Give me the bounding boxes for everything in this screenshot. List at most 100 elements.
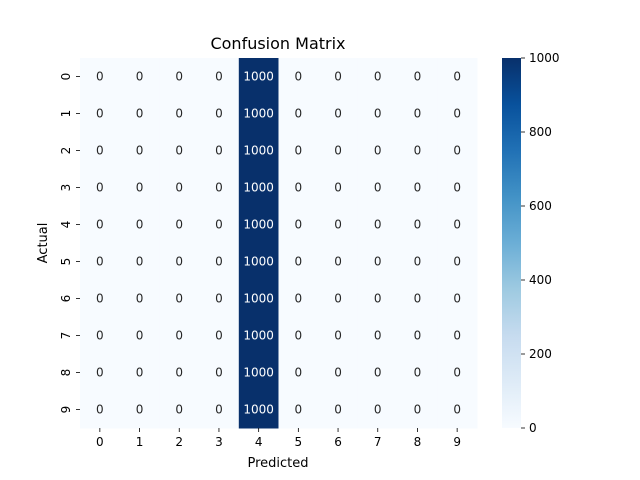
cell-value-label: 0 [175, 255, 183, 269]
cell-value-label: 0 [215, 218, 223, 232]
cell-value-label: 0 [295, 292, 303, 306]
heatmap-cell [119, 243, 160, 281]
heatmap-cell [199, 95, 240, 133]
cell-value-label: 0 [374, 292, 382, 306]
cell-value-label: 1000 [243, 107, 274, 121]
x-tick-label: 1 [136, 435, 144, 449]
heatmap-cell [119, 169, 160, 207]
heatmap-cell [159, 243, 200, 281]
colorbar-tick-label: 400 [529, 273, 552, 287]
heatmap-cell [318, 317, 359, 355]
heatmap-cell [318, 280, 359, 318]
cell-value-label: 0 [175, 292, 183, 306]
heatmap-cell [80, 95, 121, 133]
cell-value-label: 1000 [243, 144, 274, 158]
x-tick-label: 5 [295, 435, 303, 449]
y-tick-label: 6 [59, 295, 73, 303]
y-axis-ticks: 0 1 2 3 4 5 6 7 8 9 [59, 73, 80, 413]
heatmap-cell [119, 391, 160, 429]
cell-value-label: 0 [295, 181, 303, 195]
x-tick-label: 4 [255, 435, 263, 449]
cell-value-label: 0 [414, 107, 422, 121]
cell-value-label: 0 [136, 366, 144, 380]
x-tick-label: 9 [453, 435, 461, 449]
cell-value-label: 0 [136, 329, 144, 343]
cell-value-label: 1000 [243, 218, 274, 232]
heatmap-cell [318, 132, 359, 170]
heatmap-cell [199, 280, 240, 318]
cell-value-label: 1000 [243, 255, 274, 269]
cell-value-label: 0 [374, 366, 382, 380]
heatmap-cell [278, 206, 319, 244]
heatmap-cell [357, 317, 399, 355]
cell-value-label: 0 [215, 107, 223, 121]
cell-value-label: 0 [175, 218, 183, 232]
y-tick-label: 0 [59, 73, 73, 81]
heatmap-cell [397, 95, 438, 133]
heatmap-cell [397, 391, 438, 429]
cell-value-label: 0 [414, 218, 422, 232]
cell-value-label: 0 [295, 107, 303, 121]
heatmap-cell [278, 169, 319, 207]
heatmap-cell [397, 243, 438, 281]
cell-value-label: 0 [295, 403, 303, 417]
cell-value-label: 0 [175, 107, 183, 121]
cell-value-label: 0 [96, 70, 104, 84]
cell-value-label: 0 [96, 107, 104, 121]
heatmap-cell [318, 95, 359, 133]
heatmap-cell [357, 169, 399, 207]
cell-value-label: 0 [175, 181, 183, 195]
heatmap-cell [357, 280, 399, 318]
heatmap-cell [357, 354, 399, 392]
heatmap-cell [159, 169, 200, 207]
cell-value-label: 0 [215, 255, 223, 269]
y-tick-label: 2 [59, 147, 73, 155]
colorbar-tick-label: 0 [529, 421, 537, 435]
cell-value-label: 0 [136, 218, 144, 232]
cell-value-label: 0 [453, 366, 461, 380]
heatmap-cell [159, 280, 200, 318]
heatmap-cell [159, 391, 200, 429]
heatmap-cell [437, 95, 478, 133]
y-tick-label: 5 [59, 258, 73, 266]
cell-annotations: 0 0 0 0 1000 0 0 0 0 0 0 0 0 0 1000 0 0 0 0 0 0 0 0 0 1000 0 0 0 0 0 0… [96, 70, 461, 417]
cell-value-label: 0 [453, 70, 461, 84]
y-tick-label: 7 [59, 332, 73, 340]
cell-value-label: 0 [295, 329, 303, 343]
heatmap-cell [80, 243, 121, 281]
cell-value-label: 1000 [243, 70, 274, 84]
heatmap-cell [159, 317, 200, 355]
heatmap-cells [80, 58, 478, 429]
x-axis-label: Predicted [247, 456, 308, 471]
y-axis-label: Actual [36, 223, 51, 264]
cell-value-label: 0 [96, 329, 104, 343]
cell-value-label: 0 [96, 403, 104, 417]
heatmap-cell [80, 132, 121, 170]
heatmap-cell [318, 58, 359, 96]
heatmap-cell [437, 317, 478, 355]
heatmap-cell [397, 132, 438, 170]
cell-value-label: 0 [334, 144, 342, 158]
cell-value-label: 0 [136, 255, 144, 269]
heatmap-cell [357, 206, 399, 244]
heatmap-cell [159, 206, 200, 244]
cell-value-label: 0 [334, 329, 342, 343]
cell-value-label: 0 [175, 70, 183, 84]
heatmap-cell [397, 169, 438, 207]
heatmap-cell [238, 280, 279, 318]
heatmap-cell [238, 58, 279, 96]
cell-value-label: 0 [136, 292, 144, 306]
cell-value-label: 0 [414, 403, 422, 417]
heatmap-cell [199, 317, 240, 355]
heatmap-cell [357, 132, 399, 170]
cell-value-label: 0 [374, 329, 382, 343]
heatmap-cell [159, 354, 200, 392]
colorbar-ticks: 0 200 400 600 800 1000 [521, 51, 560, 435]
cell-value-label: 0 [175, 366, 183, 380]
heatmap-cell [80, 58, 121, 96]
cell-value-label: 0 [414, 366, 422, 380]
heatmap-cell [80, 206, 121, 244]
heatmap-cell [437, 391, 478, 429]
chart-title: Confusion Matrix [210, 34, 345, 53]
cell-value-label: 0 [453, 403, 461, 417]
